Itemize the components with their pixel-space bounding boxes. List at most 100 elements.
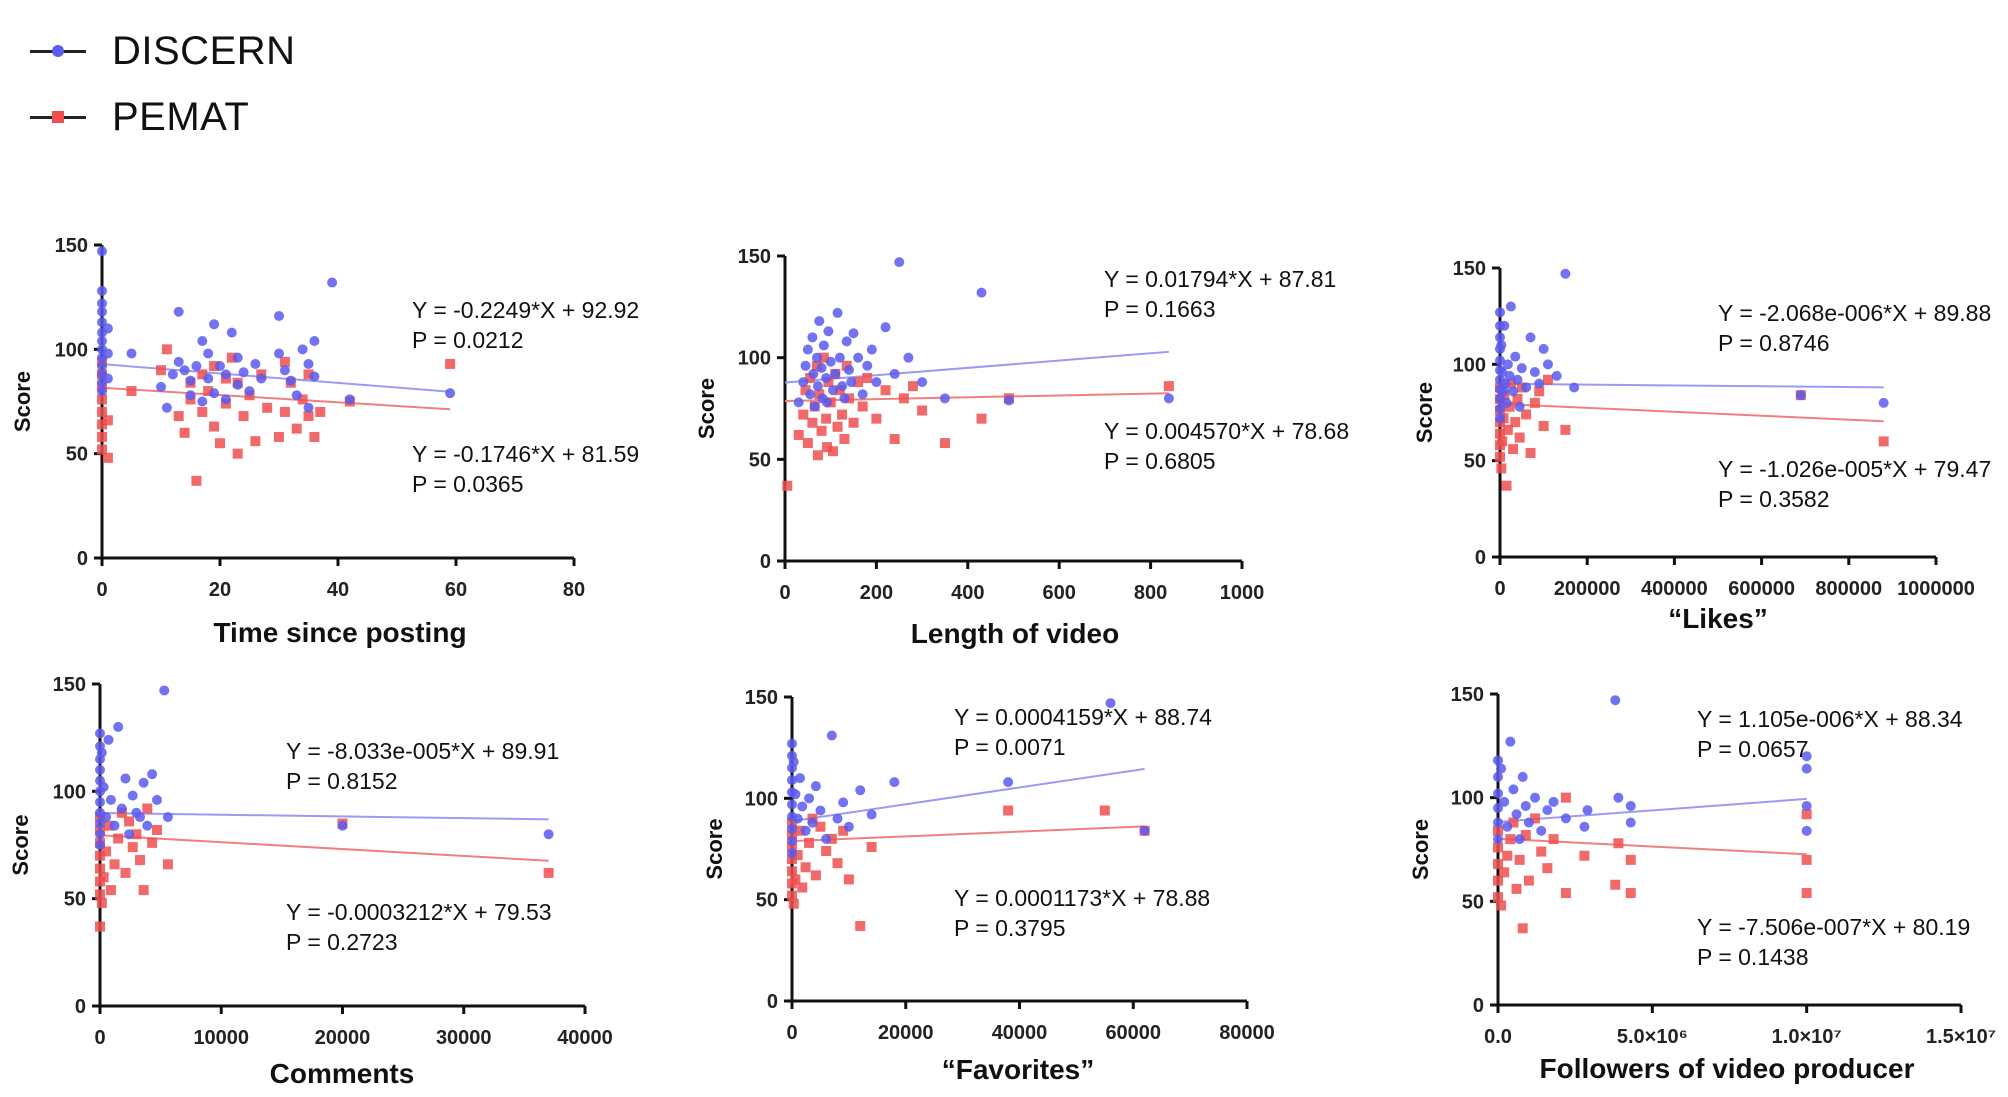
discern-point [862, 360, 873, 371]
discern-point [543, 829, 554, 840]
pemat-point [103, 820, 114, 831]
discern-point [203, 373, 214, 384]
discern-point [344, 394, 355, 405]
discern-point [787, 835, 797, 846]
pemat-point [109, 859, 120, 870]
discern-point [102, 348, 113, 359]
pemat-point [821, 846, 832, 857]
pemat-point [1512, 394, 1523, 405]
x-tick-label: 1.5×10⁷ [1926, 1026, 1996, 1048]
discern-point [97, 386, 107, 397]
discern-point [1512, 374, 1523, 385]
discern-point [1505, 301, 1516, 312]
pemat-point [1542, 863, 1553, 874]
x-tick-label: 10000 [193, 1027, 249, 1049]
pemat-point [1502, 424, 1513, 435]
discern-point [1139, 825, 1150, 836]
pemat-point [832, 421, 843, 432]
y-axis-label: Score [8, 814, 33, 875]
pemat-point [303, 411, 314, 422]
y-axis-label: Score [694, 378, 719, 439]
pemat-point [279, 406, 290, 417]
x-axis-label: Followers of video producer [1540, 1053, 1915, 1084]
discern-point [1497, 367, 1508, 378]
discern-equation-label: Y = 0.01794*X + 87.81 [1104, 266, 1336, 292]
discern-point [156, 381, 166, 392]
discern-point [853, 352, 864, 363]
discern-equation-label: Y = 1.105e-006*X + 88.34 [1697, 706, 1963, 732]
pemat-equation-label: Y = 0.0001173*X + 78.88 [954, 885, 1210, 911]
pemat-point [1801, 854, 1812, 865]
x-axis-label: Time since posting [213, 617, 466, 648]
legend-label-discern: DISCERN [112, 28, 296, 73]
discern-point [857, 389, 868, 400]
pemat-point [857, 401, 868, 412]
pemat-equation-label: Y = -7.506e-007*X + 80.19 [1697, 914, 1970, 940]
pemat-marker-icon [30, 107, 86, 127]
discern-point [866, 344, 877, 355]
discern-point [197, 335, 208, 346]
pemat-point [120, 867, 131, 878]
y-tick-label: 0 [760, 551, 771, 573]
pemat-point [804, 837, 815, 848]
pemat-point [1613, 838, 1624, 849]
chart-panel-6: 0 50 100 150 0.0 5.0×10⁶ 1.0×10⁷ 1.5×10⁷ Followe… [1408, 684, 1996, 1084]
pemat-point [113, 833, 124, 844]
y-tick-label: 50 [1464, 451, 1486, 473]
y-tick-label: 0 [767, 991, 778, 1013]
pemat-fit-line [99, 834, 549, 862]
discern-p-value-label: P = 0.8152 [286, 768, 398, 794]
discern-point [226, 327, 237, 338]
discern-point [825, 356, 836, 367]
discern-point [185, 390, 196, 401]
discern-point [1163, 393, 1174, 404]
pemat-p-value-label: P = 0.3582 [1718, 486, 1830, 512]
discern-point [1499, 796, 1510, 807]
discern-point [812, 381, 823, 392]
discern-equation-label: Y = -8.033e-005*X + 89.91 [286, 738, 559, 764]
pemat-point [848, 417, 859, 428]
pemat-point [1499, 867, 1510, 878]
discern-point [1511, 809, 1522, 820]
pemat-point [866, 841, 877, 852]
y-axis-label: Score [702, 818, 727, 879]
pemat-point [1625, 854, 1636, 865]
discern-point [1514, 401, 1525, 412]
discern-point [1495, 355, 1505, 366]
pemat-point [1514, 854, 1525, 865]
pemat-point [792, 850, 803, 861]
y-tick-label: 100 [1453, 354, 1486, 376]
x-tick-label: 80000 [1219, 1022, 1275, 1044]
discern-point [788, 756, 799, 767]
pemat-p-value-label: P = 0.3795 [954, 915, 1066, 941]
pemat-p-value-label: P = 0.1438 [1697, 944, 1809, 970]
y-tick-label: 0 [1475, 547, 1486, 569]
y-tick-label: 50 [756, 890, 778, 912]
x-tick-label: 0 [1494, 578, 1505, 600]
pemat-point [1505, 834, 1516, 845]
y-tick-label: 50 [64, 889, 86, 911]
discern-point [834, 352, 845, 363]
pemat-point [1495, 428, 1505, 439]
pemat-point [802, 438, 813, 449]
discern-point [821, 833, 832, 844]
discern-point [1493, 803, 1503, 814]
discern-point [805, 389, 816, 400]
pemat-point [1493, 825, 1503, 836]
pemat-point [203, 386, 214, 397]
discern-point [1495, 413, 1505, 424]
x-tick-label: 1000 [1220, 582, 1265, 604]
pemat-point [279, 356, 290, 367]
pemat-point [543, 867, 554, 878]
discern-point [103, 734, 114, 745]
discern-point [291, 390, 302, 401]
discern-point [1523, 817, 1534, 828]
discern-p-value-label: P = 0.1663 [1104, 296, 1216, 322]
y-tick-label: 150 [53, 674, 86, 696]
y-tick-label: 50 [1462, 891, 1484, 913]
discern-point [327, 277, 338, 288]
pemat-point [156, 365, 166, 376]
x-tick-label: 200 [860, 582, 893, 604]
y-tick-label: 150 [55, 235, 88, 257]
discern-point [811, 352, 822, 363]
